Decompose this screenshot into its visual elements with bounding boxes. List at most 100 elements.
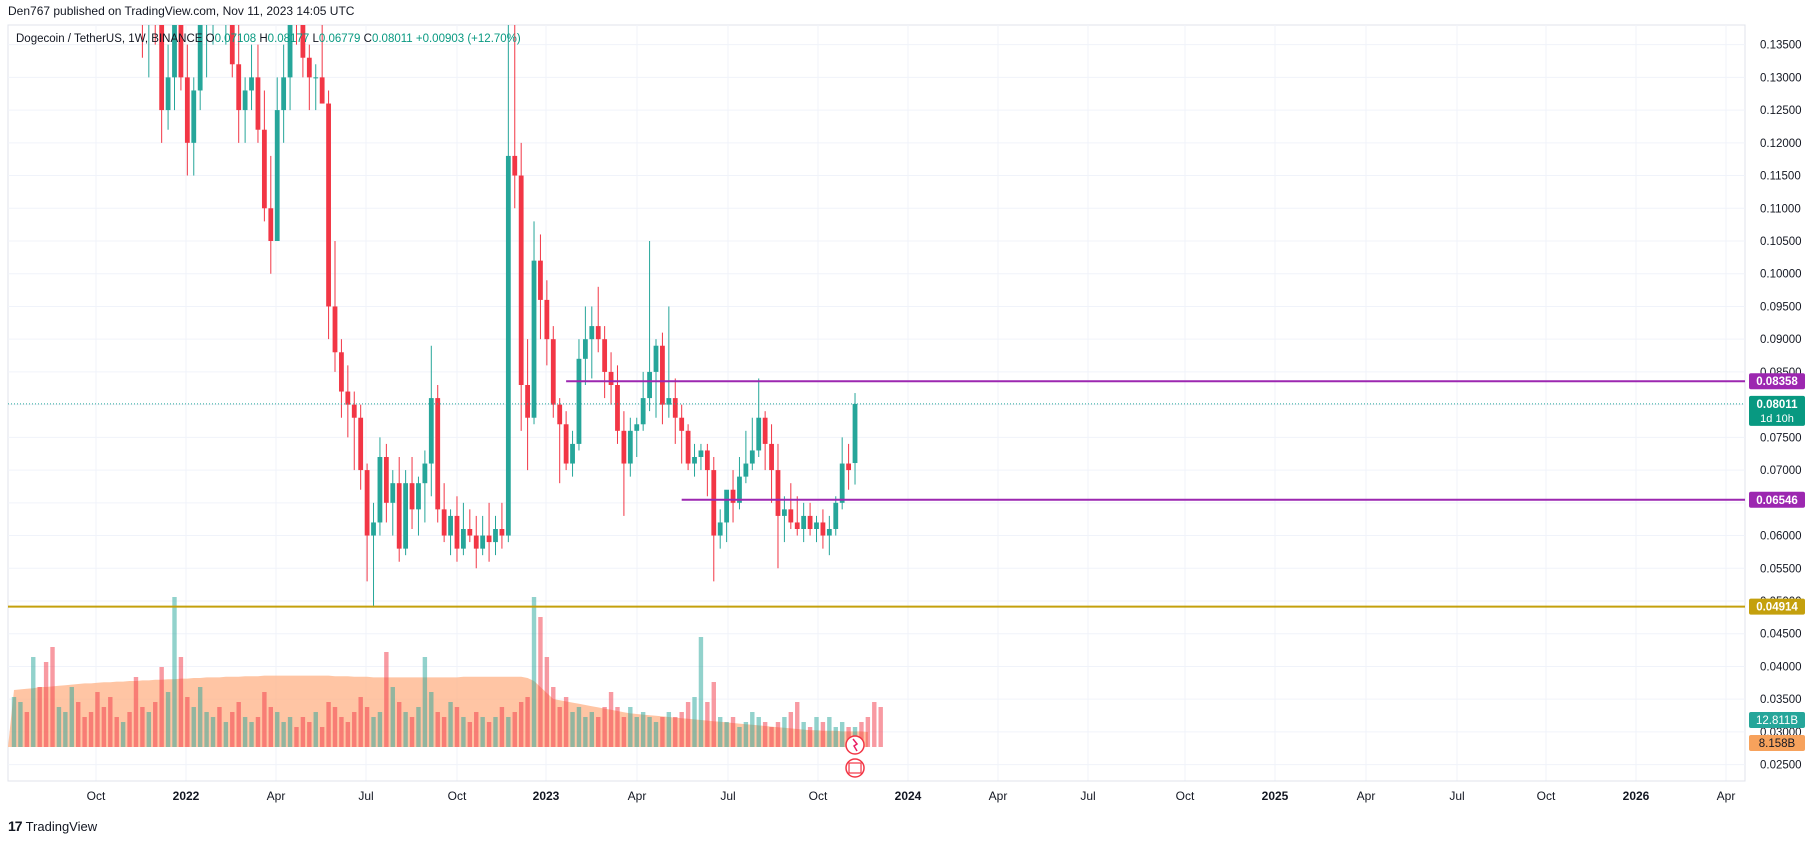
candle-body bbox=[737, 476, 742, 503]
volume-bar bbox=[512, 712, 517, 747]
candle-body bbox=[165, 77, 171, 111]
candle-body bbox=[698, 450, 704, 457]
volume-bar bbox=[750, 712, 755, 747]
candle-body bbox=[769, 443, 774, 471]
volume-bar bbox=[332, 707, 338, 747]
x-tick-label: 2023 bbox=[533, 789, 560, 803]
y-tick-label: 0.07500 bbox=[1760, 432, 1802, 444]
volume-bar bbox=[878, 707, 883, 747]
volume-bar bbox=[563, 697, 569, 747]
volume-bar bbox=[326, 702, 331, 747]
candle-body bbox=[172, 25, 177, 78]
candle-body bbox=[531, 260, 537, 418]
candle-body bbox=[332, 306, 338, 353]
y-tick-label: 0.11000 bbox=[1760, 203, 1801, 215]
volume-bar bbox=[441, 717, 447, 747]
volume-bar bbox=[397, 702, 402, 747]
candle-body bbox=[749, 450, 755, 464]
candle-body bbox=[788, 509, 794, 523]
plot-frame bbox=[7, 24, 1746, 782]
volume-bar bbox=[461, 717, 466, 747]
volume-bar bbox=[358, 697, 363, 747]
candle-body bbox=[852, 403, 858, 464]
volume-bar bbox=[172, 597, 177, 747]
volume-bar bbox=[50, 647, 55, 747]
y-tick-label: 0.04500 bbox=[1760, 629, 1802, 641]
low-value: 0.06779 bbox=[318, 33, 361, 45]
y-tick-label: 0.12000 bbox=[1760, 138, 1802, 150]
candle-body bbox=[672, 398, 678, 418]
volume-bar bbox=[178, 657, 184, 747]
price-axis[interactable]: 0.13500 0.13000 0.12500 0.12000 0.11500 0.110… bbox=[1749, 40, 1805, 772]
time-axis[interactable]: Oct 2022 Apr Jul Oct 2023 Apr Jul Oct 2024 Apr Jul O… bbox=[8, 780, 1745, 803]
volume-bar bbox=[570, 712, 575, 747]
volume-bar bbox=[217, 707, 222, 747]
candle-group bbox=[141, 25, 858, 608]
candle-body bbox=[287, 25, 293, 78]
x-tick-label: Jul bbox=[720, 789, 735, 803]
volume-bar bbox=[204, 712, 209, 747]
high-value: 0.08177 bbox=[267, 33, 310, 45]
volume-bar bbox=[319, 727, 325, 747]
candle-body bbox=[409, 483, 415, 510]
candle-body bbox=[557, 404, 563, 425]
volume-bar bbox=[467, 722, 473, 747]
volume-bar bbox=[698, 637, 704, 747]
us-flag-icon bbox=[848, 762, 862, 774]
candle-body bbox=[255, 77, 261, 130]
volume-bar bbox=[133, 677, 139, 747]
candle-body bbox=[538, 260, 543, 300]
candle-body bbox=[454, 515, 460, 549]
volume-bar bbox=[692, 697, 697, 747]
x-tick-label: Oct bbox=[809, 789, 828, 803]
candle-body bbox=[306, 57, 312, 78]
volume-bar bbox=[448, 702, 453, 747]
volume-bar bbox=[352, 712, 357, 747]
candle-body bbox=[782, 509, 787, 516]
candle-body bbox=[653, 345, 659, 372]
volume-bar bbox=[673, 717, 678, 747]
volume-bar bbox=[839, 722, 845, 747]
volume-bar bbox=[724, 722, 729, 747]
event-icons[interactable] bbox=[845, 735, 865, 778]
candle-body bbox=[717, 522, 723, 536]
candle-body bbox=[461, 529, 466, 549]
candle-body bbox=[692, 457, 697, 464]
volume-bar bbox=[544, 657, 550, 747]
symbol-name[interactable]: Dogecoin / TetherUS, 1W, BINANCE bbox=[16, 33, 203, 45]
volume-bar bbox=[602, 707, 607, 747]
volume-bar bbox=[416, 707, 421, 747]
volume-bar bbox=[43, 662, 49, 747]
volume-bar bbox=[76, 702, 81, 747]
candle-body bbox=[339, 352, 344, 392]
candle-body bbox=[480, 535, 486, 549]
volume-bar bbox=[384, 652, 389, 747]
volume-bar bbox=[294, 727, 299, 747]
candle-body bbox=[319, 77, 325, 104]
candle-body bbox=[775, 470, 781, 516]
candle-body bbox=[756, 417, 762, 451]
volume-bar bbox=[429, 692, 434, 747]
volume-ma-area bbox=[8, 675, 868, 747]
candle-body bbox=[197, 25, 203, 91]
resistance-price-label: 0.08358 bbox=[1756, 376, 1798, 388]
mid-level-price-label-bg bbox=[1749, 491, 1805, 508]
candle-body bbox=[377, 457, 383, 523]
candle-body bbox=[448, 515, 453, 536]
volume-bar bbox=[377, 712, 383, 747]
footer-brand[interactable]: 17 TradingView bbox=[8, 818, 97, 834]
volume-bar bbox=[718, 717, 723, 747]
mid-level-price-label: 0.06546 bbox=[1756, 495, 1798, 507]
volume-bar bbox=[807, 727, 813, 747]
volume-bar bbox=[634, 717, 639, 747]
y-tick-label: 0.09000 bbox=[1760, 334, 1802, 346]
volume-bar bbox=[557, 707, 562, 747]
volume-bar bbox=[153, 702, 158, 747]
candle-body bbox=[794, 522, 800, 529]
candle-body bbox=[364, 470, 370, 536]
y-tick-label: 0.09500 bbox=[1760, 301, 1802, 313]
volume-down-label: 8.158B bbox=[1759, 738, 1796, 750]
candle-body bbox=[563, 424, 569, 464]
candle-body bbox=[666, 398, 672, 405]
